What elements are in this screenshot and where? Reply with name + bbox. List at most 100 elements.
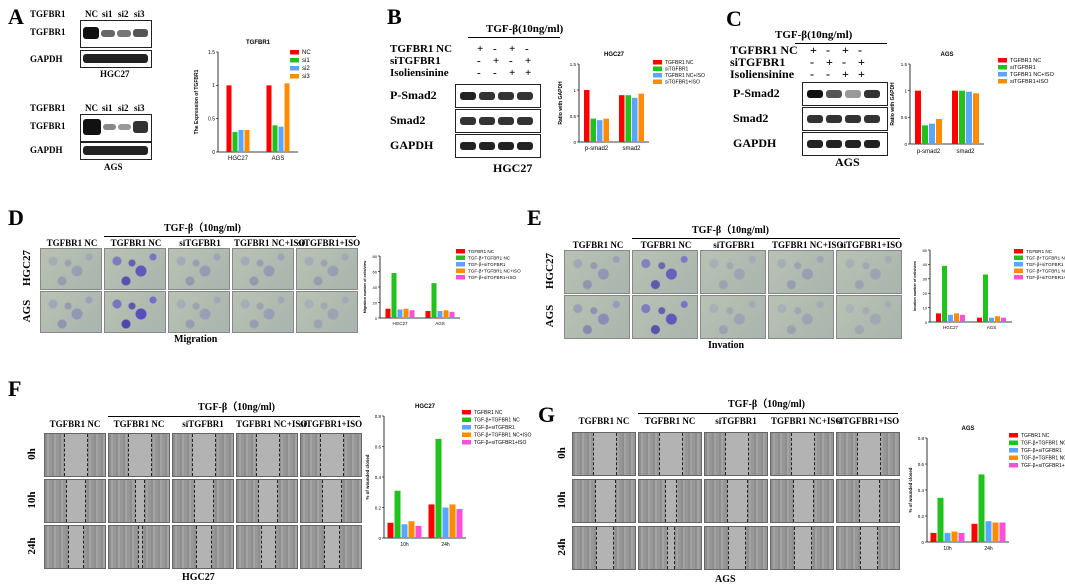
column-label: TGFBR1 NC [110,238,162,248]
panel-label-d: D [8,205,24,230]
legend-label: TGFBR1 NC [665,60,694,66]
condition-mark: - [826,43,830,57]
scratch-image [836,526,900,570]
y-tick-label: 0.8 [918,436,925,441]
legend-swatch [1014,262,1023,267]
condition-mark: - [858,43,862,57]
blot-row-label: P-Smad2 [390,88,437,102]
legend-label: TGF-β+siTGFBR1 [474,425,515,431]
scratch-image [172,479,234,523]
treatment-bracket [632,238,900,239]
condition-mark: + [810,43,817,57]
condition-mark: + [509,43,516,55]
row-label: GAPDH [30,145,63,155]
row-label: 10h [26,491,38,509]
scratch-image [572,479,636,523]
y-tick-label: 0.4 [918,488,925,493]
scratch-image [108,433,170,477]
x-tick-label: HGC27 [392,321,408,326]
wound-gap [667,527,675,569]
condition-label: siTGFBR1 [730,55,786,69]
legend-swatch [456,275,465,280]
legend-swatch [290,74,299,79]
bar [973,93,979,144]
y-tick-label: 20 [923,291,928,296]
column-label: siTGFBR1 [179,238,221,248]
condition-mark: - [477,67,481,79]
bar [959,90,965,144]
y-axis-label: Ratio with GAPDH [558,81,564,125]
condition-mark: + [858,55,865,69]
bar [226,85,232,152]
x-tick-label: smad2 [622,146,641,152]
band [517,91,533,101]
bar [415,525,422,538]
bar [638,93,644,142]
bar-chart-b: HGC27 0 0.5 1 1.5 Ratio with GAPDH p-smad2 smad… [558,52,705,152]
band [826,89,842,99]
condition-mark: + [842,43,849,57]
y-axis-label: Migration number of cells/view [363,261,367,314]
legend-label: TGF-β+TGFBR1 NC+ISO [474,433,531,439]
y-tick-label: 80 [373,254,378,259]
scratch-image [44,433,106,477]
bar [394,490,401,538]
y-tick-label: 0.2 [375,505,382,510]
wound-gap [857,433,881,475]
legend-swatch [998,72,1007,77]
bar [408,521,415,538]
y-tick-label: 0.5 [570,114,577,119]
bar [985,521,992,542]
lane-nc: NC [85,9,98,19]
bar-chart-f: HGC27 0 0.2 0.4 0.6 0.8 % of wounded closed 10h… [365,404,531,548]
blot-row-label: P-Smad2 [733,86,780,100]
wound-gap [726,480,748,522]
wound-gap [728,527,746,569]
legend-label: siTGFBR1 [1010,65,1036,71]
scratch-image [300,479,362,523]
microscopy-image [296,291,358,333]
legend-swatch [1009,433,1018,438]
condition-mark: + [842,67,849,81]
treatment-label: TGF-β（10ng/ml) [164,223,241,234]
bar [995,316,1000,322]
legend-swatch [456,255,465,260]
column-label: siTGFBR1+ISO [840,240,903,250]
row-label: GAPDH [30,54,63,64]
y-axis-label: Ratio with GAPDH [890,82,896,126]
treatment-bracket [468,37,560,38]
microscopy-image [836,250,902,294]
y-tick-label: 0 [375,316,378,321]
figure-caption: Invation [708,340,745,351]
bar [456,509,463,538]
legend-swatch [290,58,299,63]
bar [983,274,988,322]
scratch-image [704,526,768,570]
condition-mark: - [810,67,814,81]
row-label: 0h [556,447,568,459]
y-tick-label: 40 [923,262,928,267]
y-tick-label: 0.6 [375,444,382,449]
legend-label: TGFBR1 NC [1010,58,1041,64]
western-blot-band [455,109,541,133]
legend-label: TGF-β+siTGFBR1 [1026,262,1064,267]
wound-gap [194,480,214,522]
lane-nc: NC [85,103,98,113]
lane-si2: si2 [118,103,129,113]
bar [431,283,437,318]
wound-gap [256,434,280,476]
legend-label: TGF-β+TGFBR1 NC+ISO [1021,456,1065,462]
condition-label: Isoliensinine [730,67,795,81]
microscopy-image [836,295,902,339]
bar [238,130,244,152]
legend-swatch [653,66,662,71]
x-tick-label: AGS [435,321,445,326]
bar [1001,317,1006,322]
scratch-image [770,432,834,476]
band [479,91,495,101]
band [517,141,533,151]
legend-swatch [1014,255,1023,260]
scratch-image [638,432,702,476]
legend-swatch [462,410,471,415]
bar [619,95,625,142]
